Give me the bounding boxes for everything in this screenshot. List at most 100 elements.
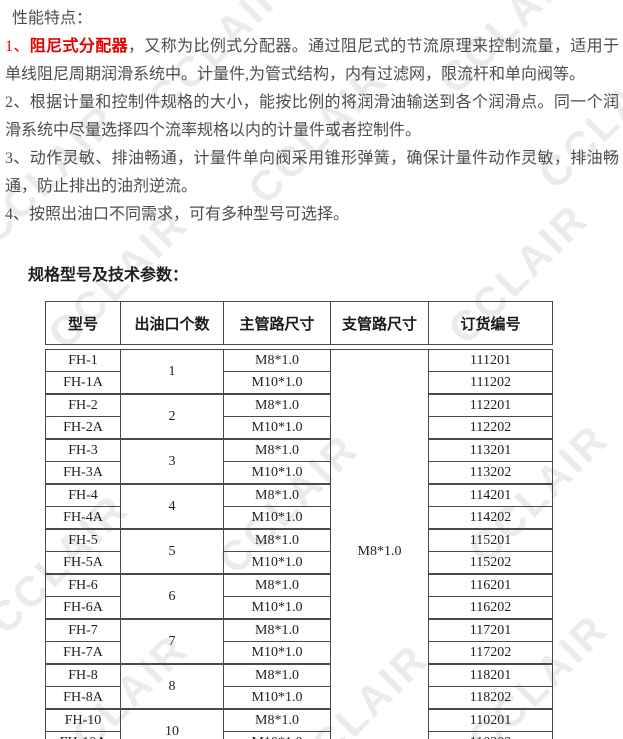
main-pipe-cell: M10*1.0 [223,686,331,710]
main-pipe-cell: M8*1.0 [223,708,331,732]
main-pipe-cell: M10*1.0 [223,506,331,530]
feature-text: 根据计量和控制件规格的大小，能按比例的将润滑油输送到各个润滑点。同一个润滑系统中… [5,94,619,139]
feature-item-2: 2、根据计量和控制件规格的大小，能按比例的将润滑油输送到各个润滑点。同一个润滑系… [0,89,623,145]
order-no-cell: 116202 [428,596,553,620]
table-row: FH-10 10 M8*1.0 110201 [45,708,553,739]
model-cell: FH-10 [45,708,121,732]
outlet-count-cell: 2 [120,393,224,440]
model-cell: FH-5 [45,528,121,552]
col-header-model: 型号 [45,301,121,345]
feature-text: ，又称为比例式分配器。通过阻尼式的节流原理来控制流量，适用于单线阻尼周期润滑系统… [5,38,619,83]
outlet-count-cell: 8 [120,663,224,710]
main-pipe-cell: M10*1.0 [223,461,331,485]
main-pipe-cell: M8*1.0 [223,618,331,642]
outlet-count-cell: 7 [120,618,224,665]
feature-item-1: 1、阻尼式分配器，又称为比例式分配器。通过阻尼式的节流原理来控制流量，适用于单线… [0,33,623,89]
feature-text: 动作灵敏、排油畅通，计量件单向阀采用锥形弹簧，确保计量件动作灵敏，排油畅通，防止… [5,150,619,195]
spec-table-header: 型号 出油口个数 主管路尺寸 支管路尺寸 订货编号 [45,301,553,345]
model-cell: FH-8 [45,663,121,687]
feature-number: 1、 [5,38,30,55]
table-row: FH-3 3 M8*1.0 113201 [45,438,553,485]
order-no-cell: 118201 [428,663,553,687]
outlet-count-cell: 1 [120,349,224,395]
table-row: FH-3A M10*1.0 113202 [45,461,553,485]
main-pipe-cell: M8*1.0 [223,438,331,462]
col-header-main-pipe: 主管路尺寸 [223,301,331,345]
feature-text: 按照出油口不同需求，可有多种型号可选择。 [29,206,350,223]
col-header-branch-pipe: 支管路尺寸 [330,301,429,345]
col-header-order-no: 订货编号 [428,301,553,345]
order-no-cell: 110202 [428,731,553,739]
feature-number: 3、 [5,150,30,167]
order-no-cell: 118202 [428,686,553,710]
main-pipe-cell: M8*1.0 [223,393,331,417]
header-row: 型号 出油口个数 主管路尺寸 支管路尺寸 订货编号 [45,301,553,345]
main-pipe-cell: M10*1.0 [223,641,331,665]
order-no-cell: 115201 [428,528,553,552]
main-pipe-cell: M10*1.0 [223,371,331,395]
table-row: FH-8 8 M8*1.0 118201 [45,663,553,710]
model-cell: FH-4A [45,506,121,530]
main-pipe-cell: M8*1.0 [223,483,331,507]
order-no-cell: 117202 [428,641,553,665]
feature-number: 4、 [5,206,30,223]
table-row: FH-4A M10*1.0 114202 [45,506,553,530]
feature-item-4: 4、按照出油口不同需求，可有多种型号可选择。 [0,201,623,229]
spec-table-body: FH-1 1 M8*1.0 M8*1.0 111201 FH-1A M10*1.0 11120… [45,349,553,739]
model-cell: FH-3A [45,461,121,485]
model-cell: FH-7 [45,618,121,642]
model-cell: FH-7A [45,641,121,665]
table-row: FH-7 7 M8*1.0 117201 [45,618,553,665]
branch-pipe-cell: M8*1.0 [330,349,429,739]
main-pipe-cell: M8*1.0 [223,663,331,687]
outlet-count-cell: 4 [120,483,224,530]
table-row: FH-2 2 M8*1.0 112201 [45,393,553,440]
outlet-count-cell: 10 [120,708,224,739]
main-pipe-cell: M8*1.0 [223,573,331,597]
model-cell: FH-3 [45,438,121,462]
feature-highlight: 阻尼式分配器 [29,38,129,55]
model-cell: FH-2 [45,393,121,417]
model-cell: FH-4 [45,483,121,507]
main-pipe-cell: M8*1.0 [223,528,331,552]
table-row: FH-7A M10*1.0 117202 [45,641,553,665]
col-header-outlets: 出油口个数 [120,301,224,345]
model-cell: FH-2A [45,416,121,440]
model-cell: FH-6 [45,573,121,597]
order-no-cell: 110201 [428,708,553,732]
order-no-cell: 116201 [428,573,553,597]
order-no-cell: 112201 [428,393,553,417]
model-cell: FH-5A [45,551,121,575]
order-no-cell: 113201 [428,438,553,462]
order-no-cell: 111202 [428,371,553,395]
table-row: FH-8A M10*1.0 118202 [45,686,553,710]
model-cell: FH-8A [45,686,121,710]
model-cell: FH-1 [45,349,121,372]
feature-number: 2、 [5,94,30,111]
spec-table-wrap: 型号 出油口个数 主管路尺寸 支管路尺寸 订货编号 FH-1 1 M8*1.0 M8*… [45,301,553,739]
model-cell: FH-1A [45,371,121,395]
main-pipe-cell: M10*1.0 [223,416,331,440]
outlet-count-cell: 6 [120,573,224,620]
order-no-cell: 115202 [428,551,553,575]
table-row: FH-5 5 M8*1.0 115201 [45,528,553,575]
order-no-cell: 111201 [428,349,553,372]
table-row: FH-1 1 M8*1.0 M8*1.0 111201 [45,349,553,739]
main-pipe-cell: M10*1.0 [223,731,331,739]
section-heading: 规格型号及技术参数： [28,267,189,284]
main-pipe-cell: M10*1.0 [223,596,331,620]
order-no-cell: 113202 [428,461,553,485]
order-no-cell: 114201 [428,483,553,507]
order-no-cell: 117201 [428,618,553,642]
model-cell: FH-6A [45,596,121,620]
page-title: 性能特点： [12,10,93,27]
model-cell: FH-10A [45,731,121,739]
main-pipe-cell: M8*1.0 [223,349,331,372]
main-pipe-cell: M10*1.0 [223,551,331,575]
table-row: FH-10A M10*1.0 110202 [45,731,553,739]
outlet-count-cell: 5 [120,528,224,575]
table-row: FH-6 6 M8*1.0 116201 [45,573,553,620]
order-no-cell: 112202 [428,416,553,440]
